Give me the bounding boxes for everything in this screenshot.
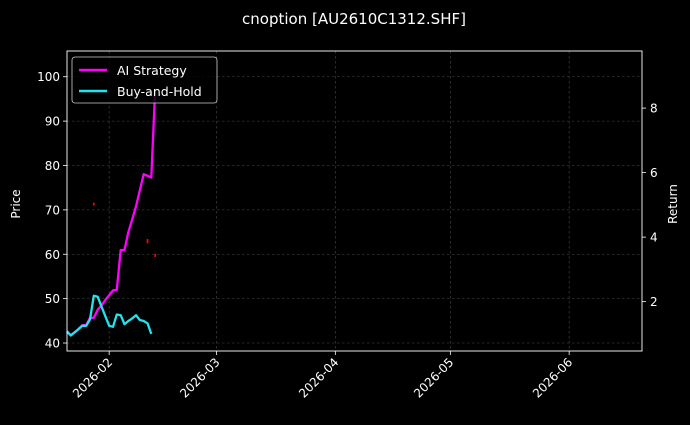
y2-tick-label: 4 [650, 231, 658, 245]
series-lines [66, 88, 157, 337]
legend-label-ai-strategy: AI Strategy [117, 63, 187, 78]
legend-label-buy-and-hold: Buy-and-Hold [117, 84, 202, 99]
y-tick-label: 60 [45, 248, 60, 262]
y2-tick-label: 8 [650, 102, 658, 116]
price-mark [93, 202, 95, 206]
x-tick-label: 2026-02 [70, 355, 115, 400]
y-tick-label: 90 [45, 115, 60, 129]
series-line-ai-strategy [66, 88, 157, 337]
y2-tick-label: 2 [650, 295, 658, 309]
x-tick-label: 2026-03 [177, 355, 222, 400]
series-line-buy-and-hold [66, 294, 153, 337]
y-tick-label: 40 [45, 337, 60, 351]
y-tick-label: 100 [37, 70, 60, 84]
y-tick-label: 50 [45, 292, 60, 306]
y-axis-label: Price [9, 189, 23, 218]
price-mark [146, 240, 149, 244]
y-tick-label: 70 [45, 203, 60, 217]
price-mark [154, 254, 156, 258]
x-tick-label: 2026-05 [411, 355, 456, 400]
chart-title: cnoption [AU2610C1312.SHF] [242, 10, 466, 28]
legend-box [71, 56, 218, 104]
legend: AI Strategy Buy-and-Hold [71, 56, 218, 104]
y2-axis-label: Return [666, 184, 680, 224]
y2-tick-label: 6 [650, 166, 658, 180]
x-tick-label: 2026-04 [296, 355, 341, 400]
y-tick-label: 80 [45, 159, 60, 173]
plot-frame [66, 50, 643, 352]
x-tick-label: 2026-06 [530, 355, 575, 400]
price-marks [93, 202, 156, 258]
